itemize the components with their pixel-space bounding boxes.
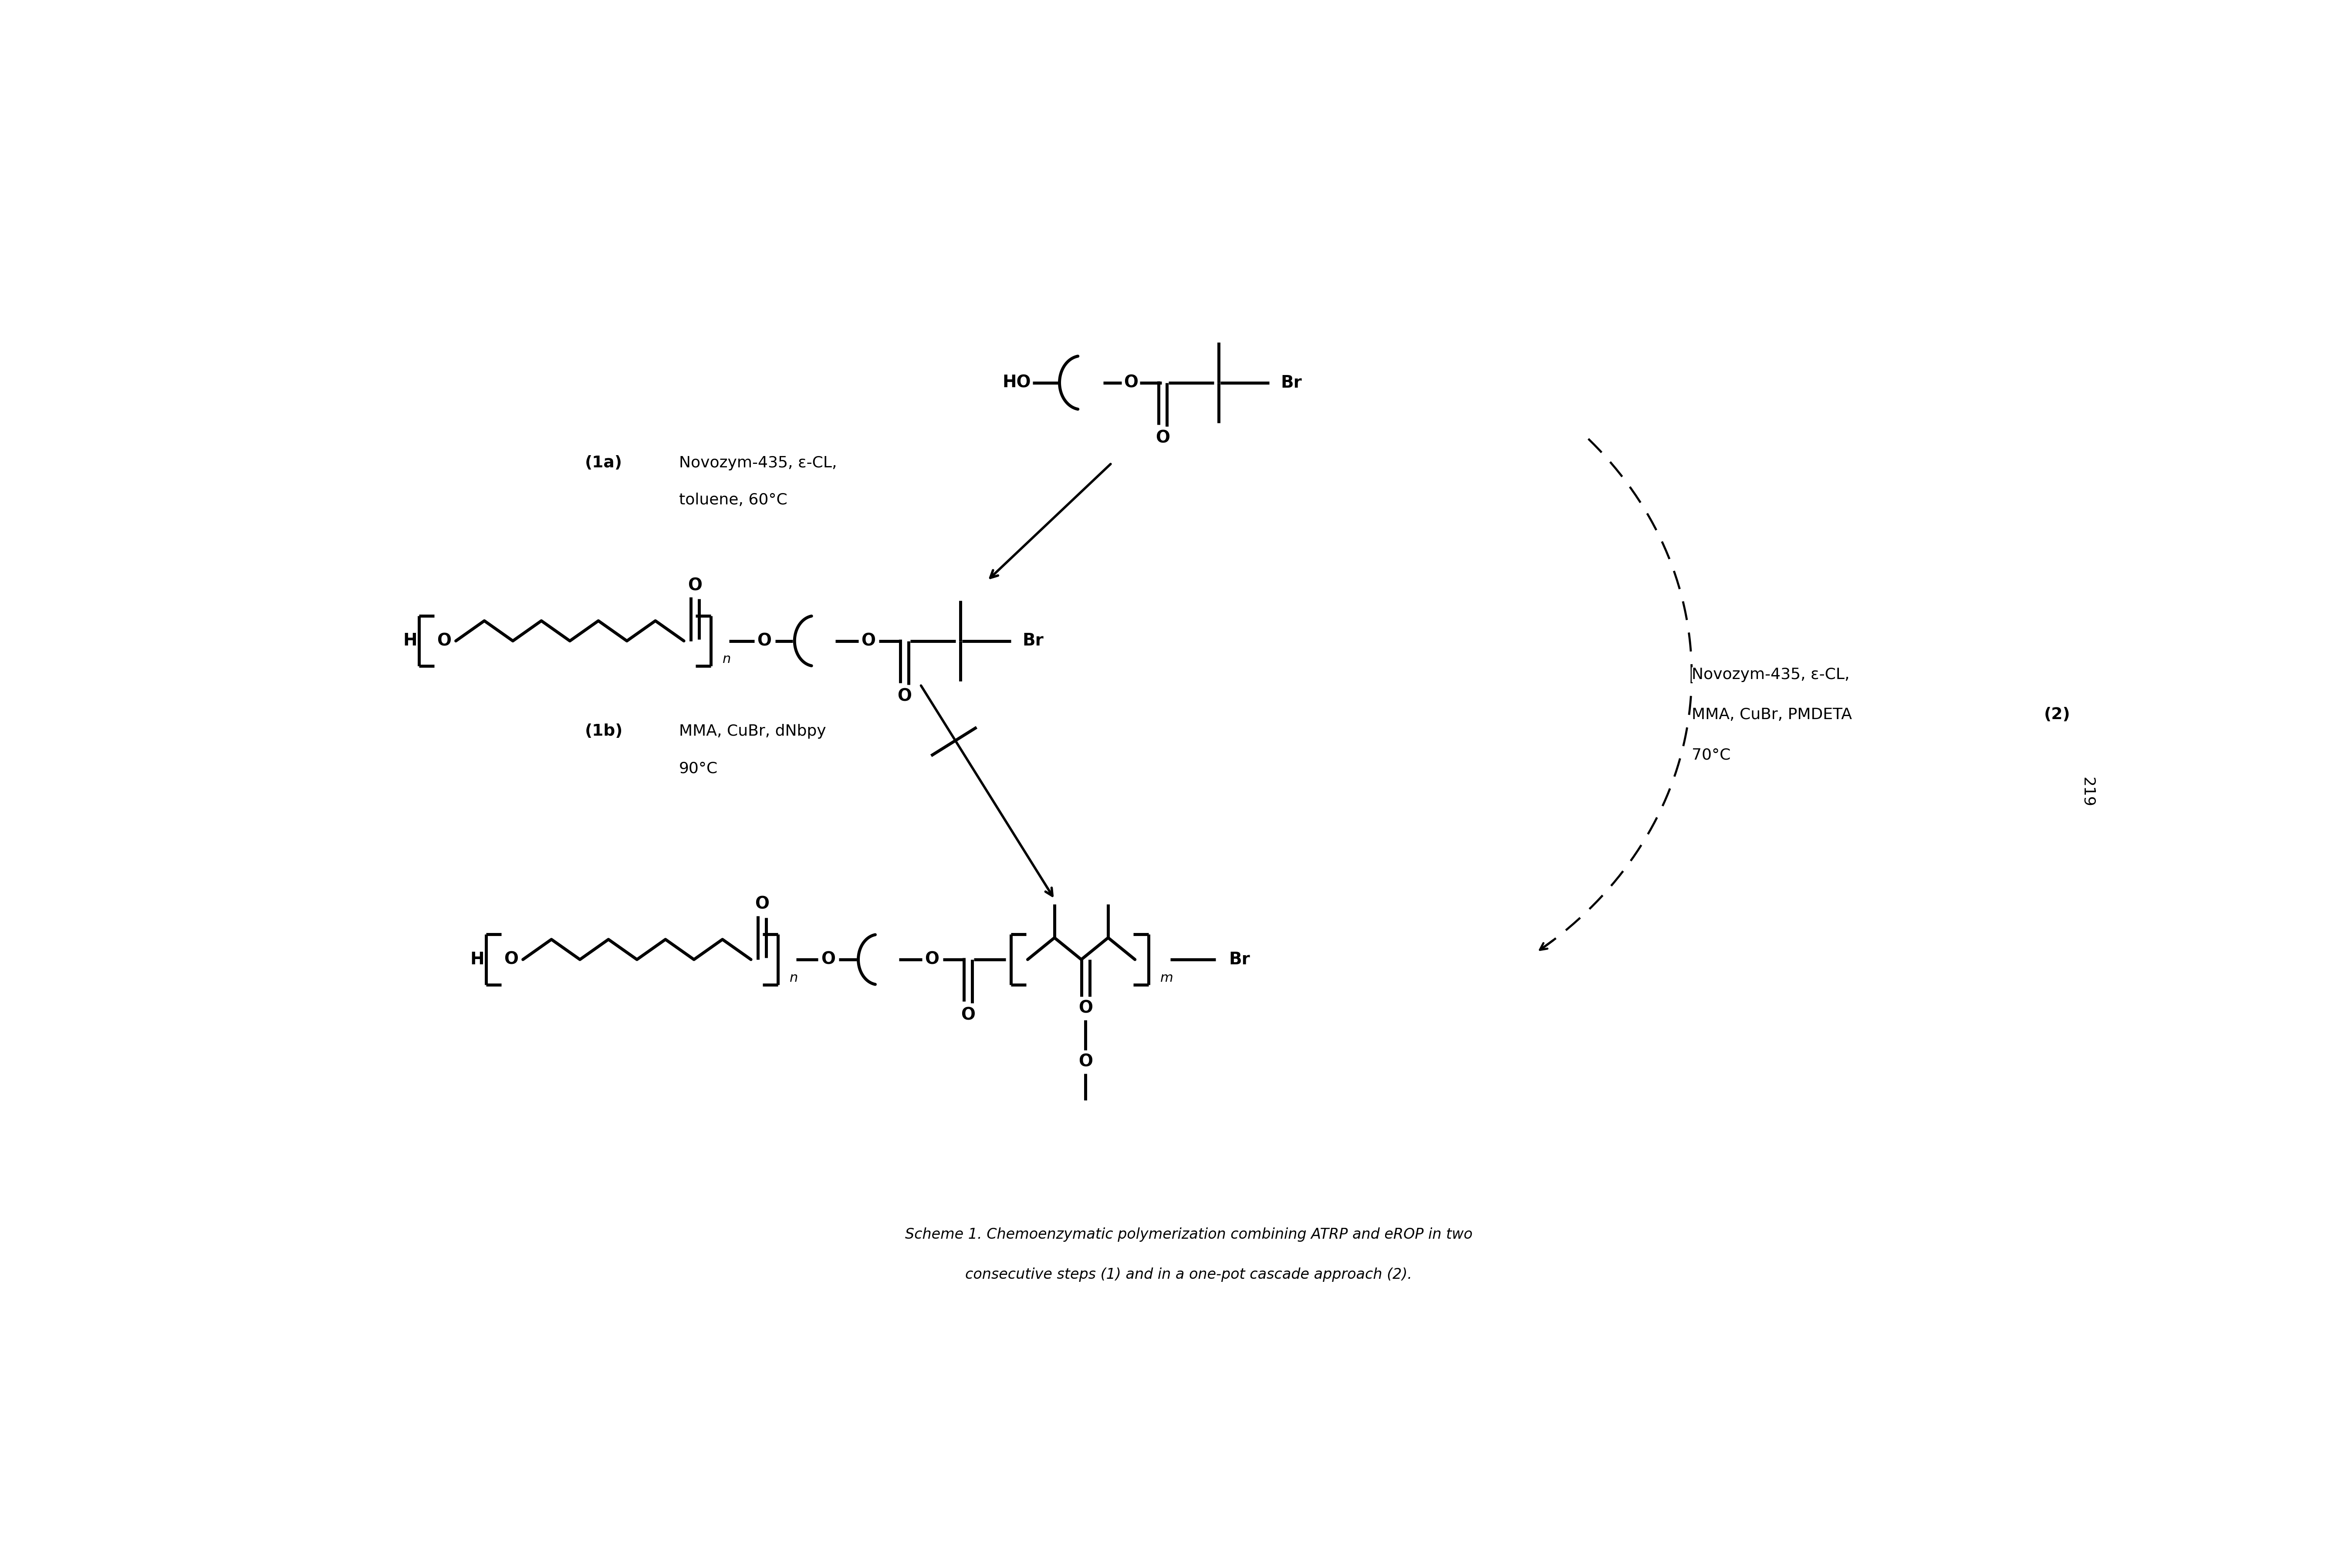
Text: O: O xyxy=(757,632,771,649)
Text: 90°C: 90°C xyxy=(680,760,717,776)
Text: O: O xyxy=(821,952,835,967)
Text: O: O xyxy=(755,895,769,913)
Text: H: H xyxy=(470,952,485,967)
Text: MMA, CuBr, PMDETA: MMA, CuBr, PMDETA xyxy=(1691,707,1851,723)
Text: O: O xyxy=(1155,430,1169,447)
Text: O: O xyxy=(1077,1000,1094,1016)
Text: O: O xyxy=(962,1007,976,1024)
Text: 70°C: 70°C xyxy=(1691,748,1731,762)
Text: Br: Br xyxy=(1282,375,1303,390)
Text: MMA, CuBr, dNbpy: MMA, CuBr, dNbpy xyxy=(680,724,826,739)
Text: O: O xyxy=(924,952,938,967)
Text: O: O xyxy=(687,577,701,594)
Text: H: H xyxy=(402,632,416,649)
Text: O: O xyxy=(1077,1054,1094,1069)
Text: (1b): (1b) xyxy=(586,723,623,739)
Text: consecutive steps (1) and in a one-pot cascade approach (2).: consecutive steps (1) and in a one-pot c… xyxy=(964,1267,1411,1283)
Text: O: O xyxy=(503,952,517,967)
Text: m: m xyxy=(1160,972,1174,985)
Text: n: n xyxy=(790,972,797,985)
Text: 219: 219 xyxy=(2079,776,2096,808)
Text: Scheme 1. Chemoenzymatic polymerization combining ATRP and eROP in two: Scheme 1. Chemoenzymatic polymerization … xyxy=(906,1228,1472,1242)
Text: HO: HO xyxy=(1002,375,1030,390)
Text: toluene, 60°C: toluene, 60°C xyxy=(680,492,788,508)
Text: Novozym-435, ε-CL,: Novozym-435, ε-CL, xyxy=(1691,666,1849,682)
Text: O: O xyxy=(861,632,875,649)
Text: (1a): (1a) xyxy=(586,455,623,470)
Text: (2): (2) xyxy=(2044,707,2070,723)
Text: Br: Br xyxy=(1023,632,1044,649)
Text: O: O xyxy=(896,688,913,704)
Text: Br: Br xyxy=(1228,952,1251,967)
Text: O: O xyxy=(1124,375,1138,390)
Text: O: O xyxy=(437,632,452,649)
Text: Novozym-435, ε-CL,: Novozym-435, ε-CL, xyxy=(680,456,837,470)
Text: n: n xyxy=(722,652,731,666)
